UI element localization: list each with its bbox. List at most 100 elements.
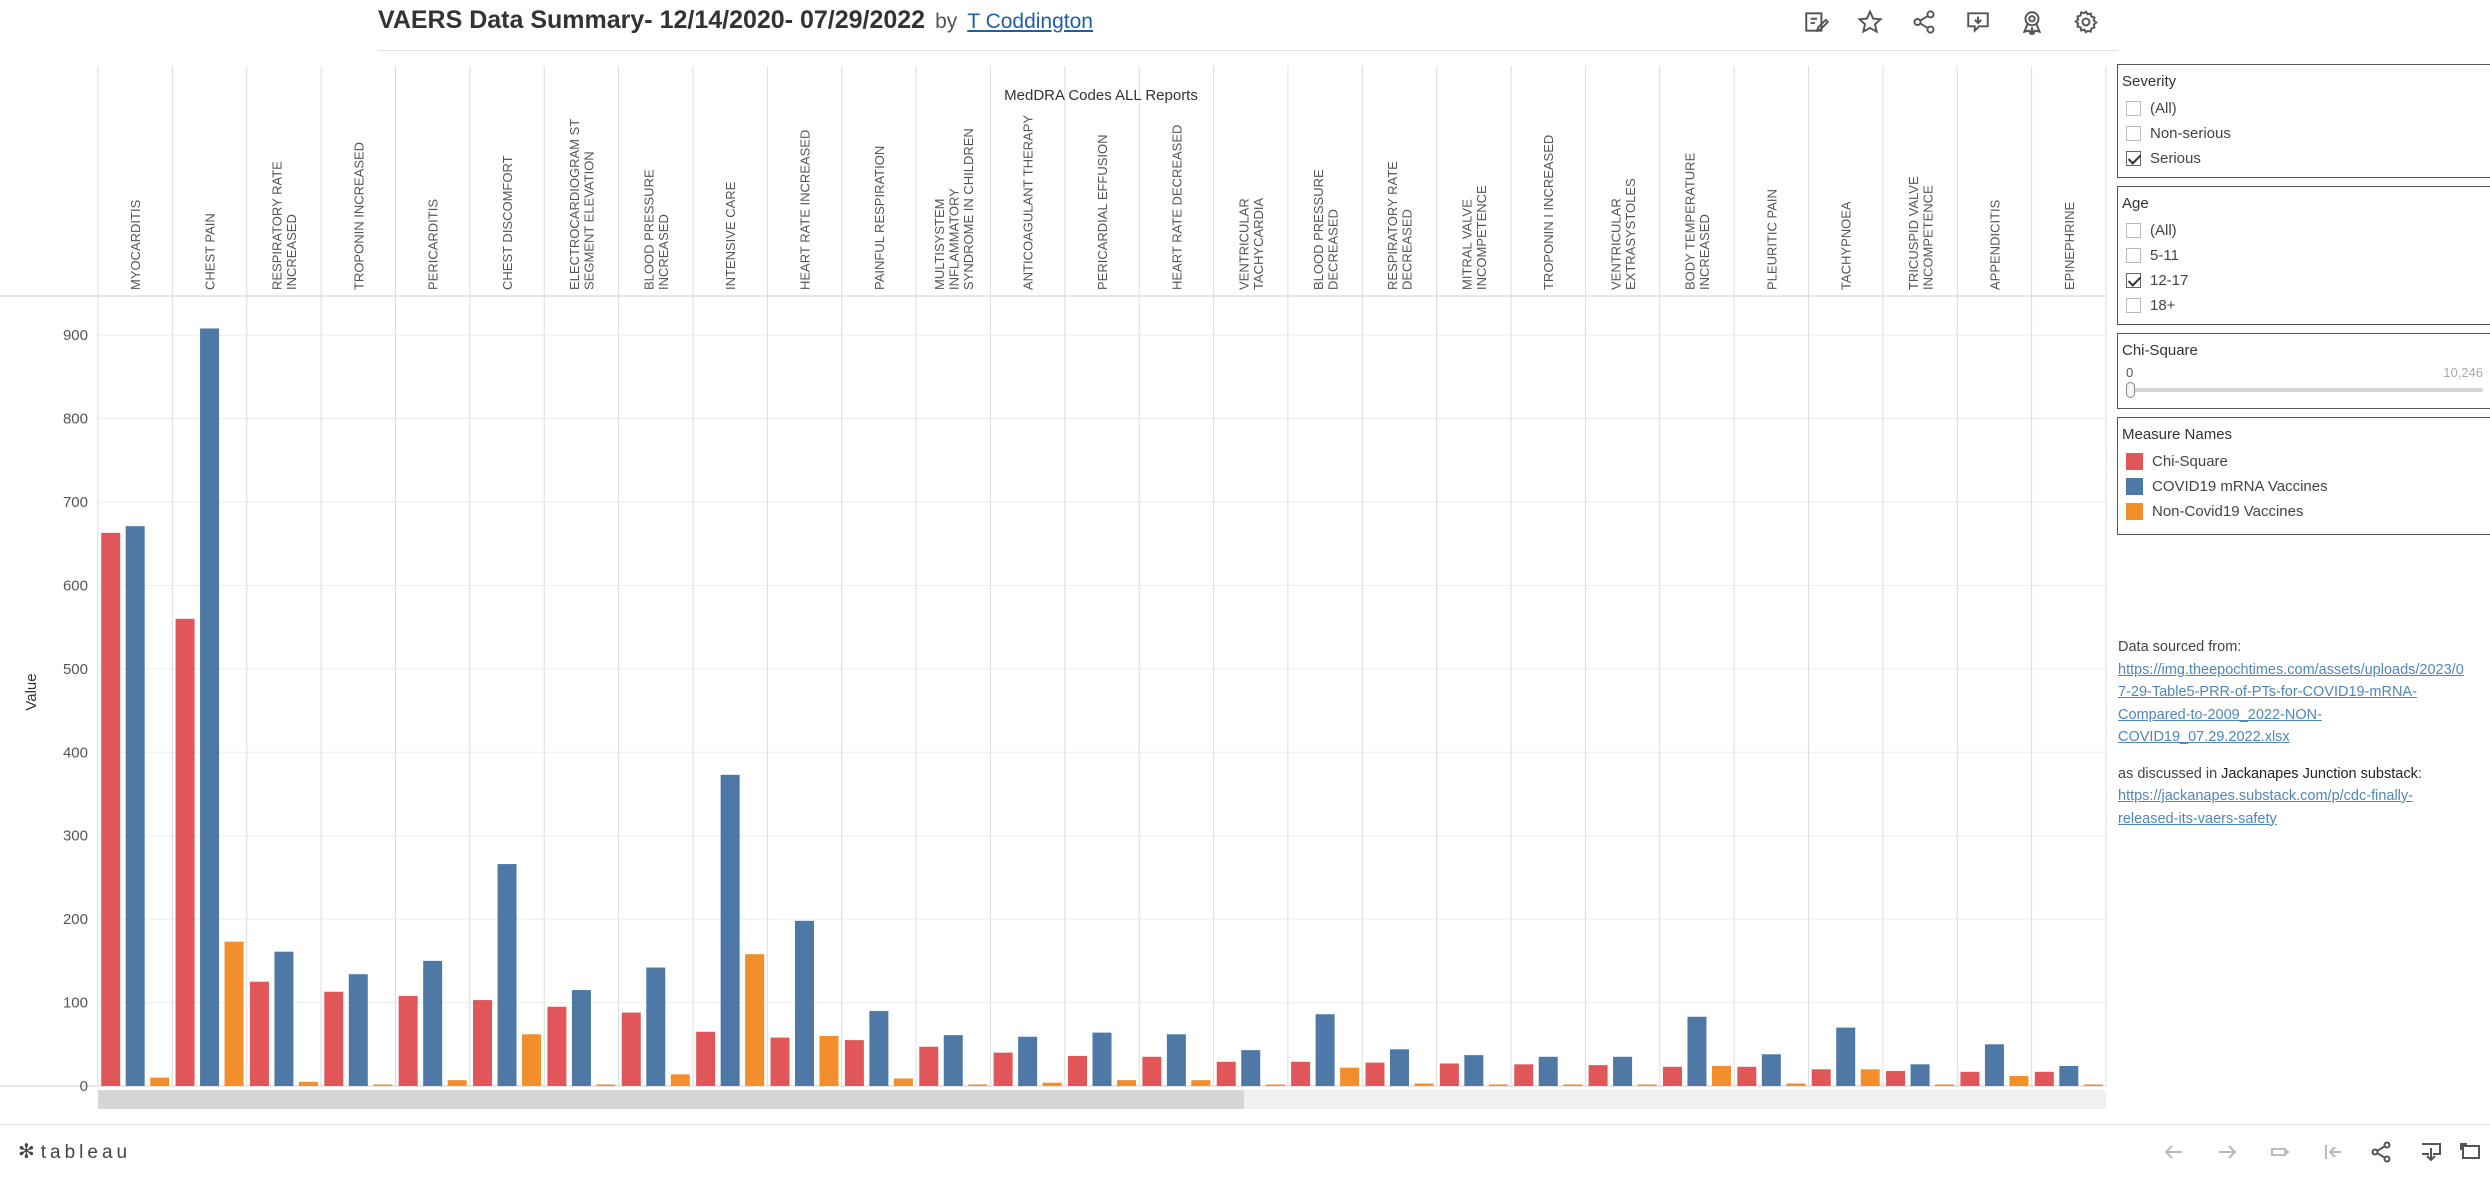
bar-covid19-mrna-vaccines[interactable] [1092, 1032, 1112, 1086]
chi-square-slider[interactable] [2126, 382, 2483, 398]
bar-covid19-mrna-vaccines[interactable] [1241, 1050, 1261, 1086]
bar-chi-square[interactable] [398, 995, 418, 1086]
source-link-epochtimes-line-2[interactable]: 7-29-Table5-PRR-of-PTs-for-COVID19-mRNA- [2118, 684, 2417, 700]
bar-chi-square[interactable] [1291, 1061, 1311, 1086]
bar-non-covid19-vaccines[interactable] [2083, 1084, 2103, 1087]
source-link-substack-line-2[interactable]: released-its-vaers-safety [2118, 810, 2277, 827]
bar-chi-square[interactable] [1365, 1062, 1385, 1086]
bar-non-covid19-vaccines[interactable] [596, 1084, 616, 1087]
bar-chi-square[interactable] [473, 1000, 493, 1086]
bar-non-covid19-vaccines[interactable] [893, 1078, 913, 1086]
bar-covid19-mrna-vaccines[interactable] [720, 774, 740, 1086]
bar-chi-square[interactable] [1439, 1063, 1459, 1086]
slider-thumb[interactable] [2126, 382, 2135, 398]
bar-covid19-mrna-vaccines[interactable] [2059, 1065, 2079, 1086]
subscribe-icon[interactable] [2016, 6, 2048, 38]
bar-non-covid19-vaccines[interactable] [298, 1081, 318, 1086]
bar-chi-square[interactable] [101, 532, 121, 1086]
bar-chi-square[interactable] [1068, 1055, 1087, 1086]
age-option-all[interactable]: (All) [2118, 218, 2490, 243]
bar-covid19-mrna-vaccines[interactable] [1984, 1044, 2004, 1086]
bar-chi-square[interactable] [1811, 1069, 1831, 1086]
bar-covid19-mrna-vaccines[interactable] [1389, 1049, 1409, 1086]
bar-non-covid19-vaccines[interactable] [150, 1077, 170, 1086]
checkbox[interactable] [2126, 101, 2141, 116]
share-icon[interactable] [2364, 1135, 2398, 1169]
bar-chi-square[interactable] [844, 1040, 864, 1086]
age-option-18-plus[interactable]: 18+ [2118, 293, 2490, 318]
tableau-logo[interactable]: ✻ tableau [18, 1139, 131, 1164]
bar-chi-square[interactable] [1216, 1061, 1236, 1086]
bar-covid19-mrna-vaccines[interactable] [1836, 1027, 1856, 1086]
bar-covid19-mrna-vaccines[interactable] [1687, 1016, 1707, 1086]
bar-chi-square[interactable] [1662, 1066, 1682, 1086]
bar-non-covid19-vaccines[interactable] [819, 1035, 839, 1086]
bar-chi-square[interactable] [1588, 1065, 1608, 1086]
bar-covid19-mrna-vaccines[interactable] [646, 967, 666, 1086]
bar-chi-square[interactable] [175, 618, 195, 1086]
bar-chi-square[interactable] [1514, 1064, 1534, 1086]
bar-non-covid19-vaccines[interactable] [1042, 1082, 1062, 1086]
legend-item-chi-square[interactable]: Chi-Square [2118, 449, 2490, 474]
bar-non-covid19-vaccines[interactable] [1265, 1084, 1285, 1087]
bar-non-covid19-vaccines[interactable] [1786, 1083, 1806, 1086]
bar-chi-square[interactable] [919, 1046, 939, 1086]
bar-chi-square[interactable] [547, 1006, 567, 1086]
bar-covid19-mrna-vaccines[interactable] [423, 960, 443, 1086]
bar-chi-square[interactable] [1142, 1056, 1162, 1086]
gear-icon[interactable] [2070, 6, 2102, 38]
bar-non-covid19-vaccines[interactable] [373, 1084, 393, 1087]
bar-covid19-mrna-vaccines[interactable] [348, 974, 368, 1086]
bar-non-covid19-vaccines[interactable] [1340, 1067, 1360, 1086]
checkbox[interactable] [2126, 151, 2141, 166]
star-icon[interactable] [1854, 6, 1886, 38]
author-link[interactable]: T Coddington [967, 10, 1093, 33]
horizontal-scrollbar-thumb[interactable] [98, 1090, 1244, 1109]
bar-covid19-mrna-vaccines[interactable] [1018, 1036, 1038, 1086]
bar-non-covid19-vaccines[interactable] [1191, 1080, 1211, 1086]
bar-covid19-mrna-vaccines[interactable] [1464, 1055, 1484, 1086]
bar-chi-square[interactable] [621, 1012, 641, 1086]
bar-covid19-mrna-vaccines[interactable] [1315, 1014, 1335, 1086]
source-link-epochtimes-line-3[interactable]: Compared-to-2009_2022-NON- [2118, 706, 2322, 723]
bar-covid19-mrna-vaccines[interactable] [497, 864, 517, 1086]
bar-covid19-mrna-vaccines[interactable] [869, 1010, 889, 1086]
bar-chi-square[interactable] [993, 1052, 1013, 1086]
legend-item-non-covid19[interactable]: Non-Covid19 Vaccines [2118, 499, 2490, 524]
bar-non-covid19-vaccines[interactable] [2009, 1075, 2029, 1086]
bar-covid19-mrna-vaccines[interactable] [1613, 1056, 1633, 1086]
first-page-icon[interactable] [2316, 1135, 2350, 1169]
bar-covid19-mrna-vaccines[interactable] [200, 328, 220, 1087]
bar-non-covid19-vaccines[interactable] [745, 954, 765, 1086]
bar-covid19-mrna-vaccines[interactable] [274, 951, 294, 1086]
bar-chi-square[interactable] [324, 991, 344, 1086]
bar-non-covid19-vaccines[interactable] [224, 941, 244, 1086]
source-link-substack-line-1[interactable]: https://jackanapes.substack.com/p/cdc-fi… [2118, 788, 2413, 804]
bar-covid19-mrna-vaccines[interactable] [1910, 1064, 1930, 1086]
undo-icon[interactable] [2157, 1135, 2191, 1169]
bar-non-covid19-vaccines[interactable] [670, 1074, 690, 1086]
bar-chi-square[interactable] [1960, 1071, 1980, 1086]
bar-covid19-mrna-vaccines[interactable] [1761, 1054, 1781, 1086]
revert-icon[interactable] [2263, 1135, 2297, 1169]
bar-covid19-mrna-vaccines[interactable] [943, 1035, 963, 1086]
bar-non-covid19-vaccines[interactable] [1563, 1084, 1583, 1087]
bar-chi-square[interactable] [249, 981, 269, 1086]
bar-chi-square[interactable] [770, 1037, 790, 1086]
bar-non-covid19-vaccines[interactable] [1637, 1084, 1657, 1087]
severity-option-non-serious[interactable]: Non-serious [2118, 121, 2490, 146]
fullscreen-icon[interactable] [2454, 1135, 2488, 1169]
bar-non-covid19-vaccines[interactable] [1711, 1065, 1731, 1086]
bar-non-covid19-vaccines[interactable] [1414, 1083, 1434, 1086]
bar-covid19-mrna-vaccines[interactable] [571, 990, 591, 1086]
bar-chi-square[interactable] [1737, 1066, 1757, 1086]
bar-chi-square[interactable] [1886, 1070, 1906, 1086]
comment-icon[interactable] [1962, 6, 1994, 38]
bar-covid19-mrna-vaccines[interactable] [1538, 1056, 1558, 1086]
severity-option-serious[interactable]: Serious [2118, 146, 2490, 171]
bar-non-covid19-vaccines[interactable] [522, 1034, 542, 1086]
bar-non-covid19-vaccines[interactable] [1935, 1084, 1955, 1087]
edit-icon[interactable] [1800, 6, 1832, 38]
source-link-epochtimes-line-1[interactable]: https://img.theepochtimes.com/assets/upl… [2118, 661, 2464, 678]
bar-non-covid19-vaccines[interactable] [968, 1084, 988, 1087]
